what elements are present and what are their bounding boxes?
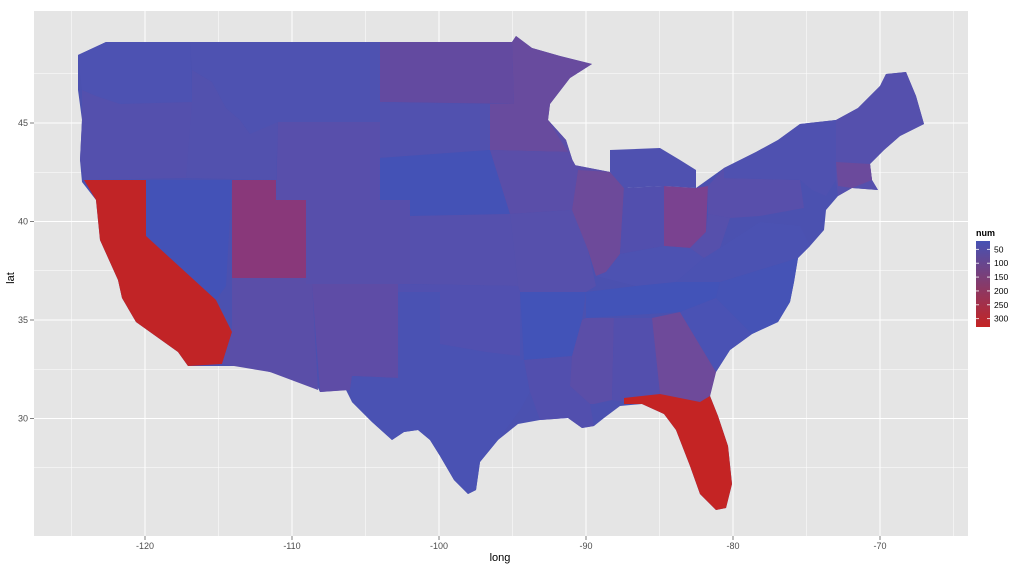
region-wyoming bbox=[276, 122, 380, 200]
legend-label: 250 bbox=[994, 300, 1008, 310]
region-arkansas bbox=[520, 292, 586, 360]
region-north-carolina bbox=[716, 258, 798, 334]
region-kentucky bbox=[596, 246, 704, 286]
region-michigan bbox=[610, 148, 696, 188]
x-tick-label: -80 bbox=[726, 541, 739, 551]
legend-label: 100 bbox=[994, 258, 1008, 268]
y-tick-label: 35 bbox=[18, 315, 28, 325]
y-tick-label: 40 bbox=[18, 217, 28, 227]
region-north-dakota bbox=[380, 42, 514, 104]
region-florida bbox=[624, 394, 732, 510]
color-legend: num 50 100 150 200 250 300 bbox=[976, 228, 1008, 327]
legend-colorbar bbox=[976, 241, 990, 327]
legend-label: 50 bbox=[994, 244, 1004, 254]
region-kansas bbox=[410, 214, 518, 286]
region-massachusetts bbox=[836, 162, 872, 188]
legend-label: 200 bbox=[994, 286, 1008, 296]
region-illinois bbox=[572, 170, 624, 276]
legend-label: 300 bbox=[994, 314, 1008, 324]
region-nebraska bbox=[380, 150, 510, 216]
y-tick-label: 45 bbox=[18, 118, 28, 128]
x-axis-ticks: -120 -110 -100 -90 -80 -70 bbox=[136, 536, 887, 551]
region-arizona bbox=[222, 278, 318, 390]
x-tick-label: -100 bbox=[430, 541, 448, 551]
region-georgia bbox=[652, 312, 716, 402]
region-nevada bbox=[146, 180, 232, 300]
region-idaho bbox=[186, 42, 278, 180]
region-oregon bbox=[80, 90, 196, 180]
region-south-carolina bbox=[680, 298, 752, 372]
region-ohio bbox=[664, 186, 708, 248]
x-tick-label: -120 bbox=[136, 541, 154, 551]
region-california bbox=[84, 180, 232, 366]
x-axis-title: long bbox=[490, 552, 511, 564]
y-tick-label: 30 bbox=[18, 414, 28, 424]
region-colorado bbox=[306, 200, 410, 284]
region-missouri bbox=[510, 210, 596, 292]
y-axis-ticks: 30 35 40 45 bbox=[18, 118, 34, 424]
region-virginia bbox=[676, 222, 810, 282]
x-tick-label: -110 bbox=[283, 541, 300, 551]
region-south-dakota bbox=[380, 102, 490, 158]
region-indiana bbox=[620, 186, 664, 254]
region-new-mexico bbox=[312, 284, 398, 392]
region-new-york bbox=[724, 120, 836, 196]
y-axis-title: lat bbox=[5, 272, 17, 284]
region-tennessee bbox=[586, 282, 720, 318]
region-mississippi bbox=[570, 318, 614, 404]
region-utah bbox=[232, 180, 306, 278]
region-minnesota bbox=[490, 36, 592, 152]
region-west-virginia bbox=[690, 214, 730, 258]
x-tick-label: -90 bbox=[579, 541, 592, 551]
x-tick-label: -70 bbox=[873, 541, 886, 551]
region-montana bbox=[190, 42, 380, 134]
legend-title: num bbox=[976, 228, 995, 238]
legend-labels: 50 100 150 200 250 300 bbox=[976, 244, 1008, 324]
state-regions bbox=[78, 36, 924, 510]
region-washington bbox=[78, 42, 192, 104]
region-louisiana bbox=[524, 356, 594, 428]
region-alabama bbox=[612, 318, 660, 402]
legend-label: 150 bbox=[994, 272, 1008, 282]
region-pennsylvania bbox=[708, 168, 804, 218]
region-oklahoma bbox=[398, 284, 520, 356]
region-iowa bbox=[490, 150, 578, 214]
